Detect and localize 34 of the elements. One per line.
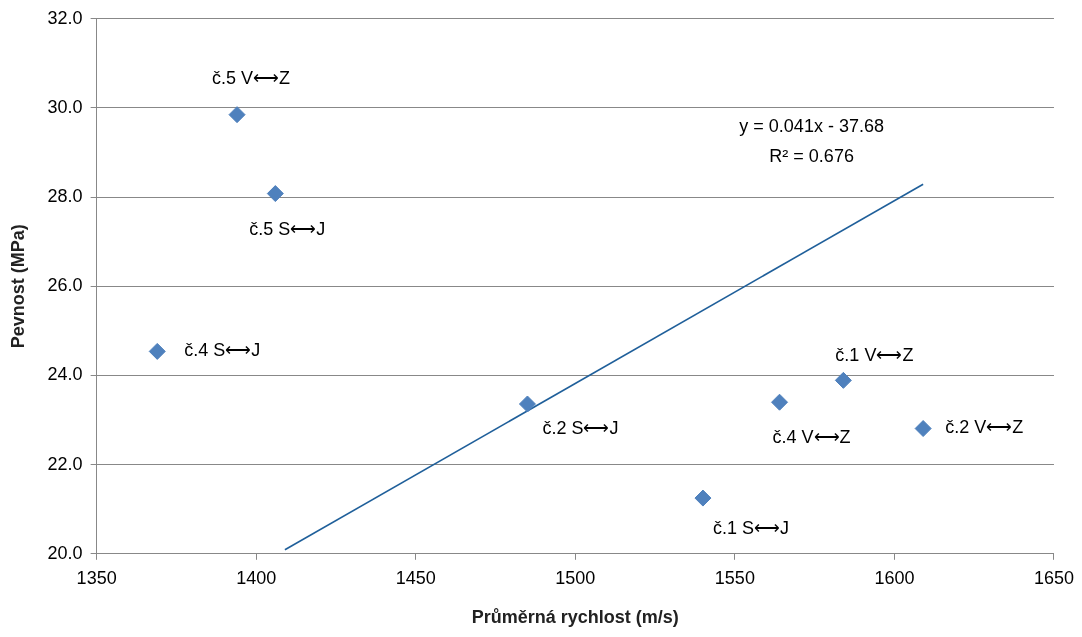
annotation: č.1 S⟷J [712, 518, 789, 539]
point [771, 393, 789, 411]
point [148, 342, 166, 360]
annotation: č.1 V⟷Z [835, 345, 914, 366]
point [834, 371, 852, 389]
x-tick-label: 1350 [76, 567, 117, 588]
point [228, 106, 246, 124]
x-tick-label: 1500 [555, 567, 596, 588]
y-tick-label: 32.0 [47, 7, 83, 28]
y-tick-label: 30.0 [47, 96, 83, 117]
annotation: č.5 S⟷J [249, 218, 326, 239]
annotation: R² = 0.676 [769, 145, 854, 166]
y-tick-label: 28.0 [47, 186, 83, 207]
annotation: č.4 S⟷J [184, 340, 261, 361]
point [694, 489, 712, 507]
point [914, 420, 932, 438]
point [266, 185, 284, 203]
y-axis-title: Pevnost (MPa) [7, 224, 28, 349]
y-tick-label: 22.0 [47, 453, 83, 474]
x-tick-label: 1650 [1033, 567, 1074, 588]
y-tick-label: 24.0 [47, 364, 83, 385]
x-tick-label: 1600 [874, 567, 915, 588]
point [518, 395, 536, 413]
y-tick-label: 26.0 [47, 275, 83, 296]
annotation: č.4 V⟷Z [772, 427, 851, 448]
annotation: č.5 V⟷Z [212, 67, 291, 88]
x-tick-label: 1550 [714, 567, 755, 588]
annotation: č.2 V⟷Z [945, 417, 1024, 438]
x-axis-title: Průměrná rychlost (m/s) [471, 607, 679, 628]
annotation: y = 0.041x - 37.68 [739, 115, 884, 136]
annotation: č.2 S⟷J [542, 417, 619, 438]
x-tick-label: 1400 [236, 567, 277, 588]
x-tick-label: 1450 [395, 567, 436, 588]
y-tick-label: 20.0 [47, 542, 83, 563]
